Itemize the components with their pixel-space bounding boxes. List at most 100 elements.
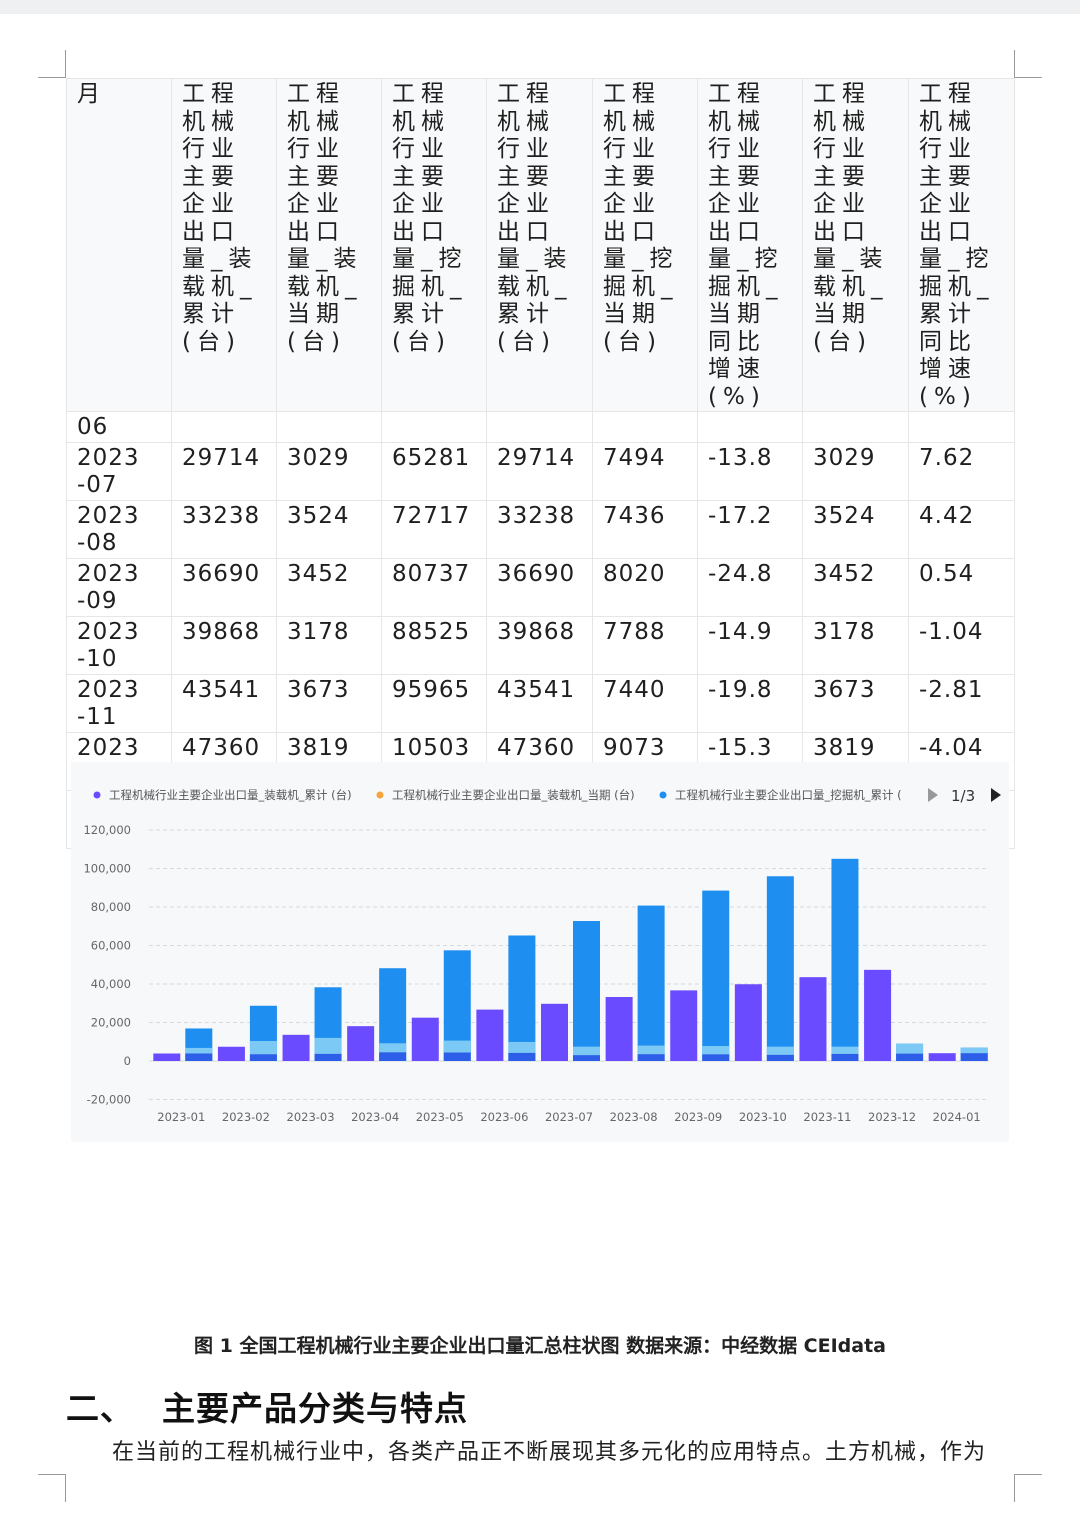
y-tick-label: 20,000 bbox=[91, 1016, 131, 1030]
bar-loader-cumulative bbox=[282, 1034, 310, 1061]
bar-current-segment bbox=[637, 1054, 665, 1061]
header-cell: 工程机械行业主要企业出口量_装载机_当期(台) bbox=[276, 78, 382, 412]
bar-loader-cumulative bbox=[217, 1046, 245, 1061]
chart-svg: 工程机械行业主要企业出口量_装载机_累计 (台) 工程机械行业主要企业出口量_装载… bbox=[83, 787, 1001, 1124]
bar-current-segment bbox=[573, 1055, 600, 1061]
table-cell: -24.8 bbox=[697, 557, 803, 617]
x-tick-label: 2023-08 bbox=[610, 1110, 658, 1124]
crop-mark bbox=[38, 1474, 66, 1475]
x-tick-label: 2023-03 bbox=[287, 1110, 335, 1124]
table-cell: 29714 bbox=[171, 441, 277, 501]
table-cell: 7788 bbox=[592, 615, 698, 675]
table-cell-date: 2023-10 bbox=[66, 615, 172, 675]
x-tick-label: 2023-11 bbox=[803, 1110, 851, 1124]
y-tick-label: 40,000 bbox=[91, 977, 131, 991]
chart-legend: 工程机械行业主要企业出口量_装载机_累计 (台) 工程机械行业主要企业出口量_装载… bbox=[93, 787, 1001, 805]
table-cell: -14.9 bbox=[697, 615, 803, 675]
header-cell: 工程机械行业主要企业出口量_挖掘机_累计同比增速(%) bbox=[908, 78, 1015, 412]
x-tick-label: 2023-04 bbox=[351, 1110, 399, 1124]
table-row: 2023-10 39868 3178 88525 39868 7788 -14.9 3178-… bbox=[66, 615, 1015, 675]
table-cell: 80737 bbox=[381, 557, 487, 617]
bar-current-segment bbox=[896, 1053, 924, 1061]
table-cell: 4.42 bbox=[908, 499, 1015, 559]
table-cell: -19.8 bbox=[697, 673, 803, 733]
table-cell: 95965 bbox=[381, 673, 487, 733]
section-number: 二、 bbox=[66, 1389, 134, 1428]
legend-marker bbox=[93, 791, 101, 799]
crop-mark bbox=[1014, 50, 1015, 78]
table-cell-date: 2023-08 bbox=[66, 499, 172, 559]
x-tick-label: 2023-10 bbox=[739, 1110, 787, 1124]
x-tick-label: 2023-07 bbox=[545, 1110, 593, 1124]
figure-caption: 图 1 全国工程机械行业主要企业出口量汇总柱状图 数据来源：中经数据 CEIda… bbox=[194, 1335, 886, 1357]
y-tick-label: -20,000 bbox=[87, 1093, 131, 1107]
legend-label: 工程机械行业主要企业出口量_挖掘机_累计 ( bbox=[675, 788, 902, 802]
table-cell bbox=[592, 411, 698, 443]
table-cell: -2.81 bbox=[908, 673, 1015, 733]
chart-x-axis: 2023-01 2023-02 2023-03 2023-04 2023-05 2023-… bbox=[157, 1110, 980, 1124]
table-cell-date: 2023-09 bbox=[66, 557, 172, 617]
y-tick-label: 100,000 bbox=[83, 862, 131, 876]
table-cell: 72717 bbox=[381, 499, 487, 559]
table-cell: 39868 bbox=[486, 615, 593, 675]
x-tick-label: 2024-01 bbox=[933, 1110, 981, 1124]
table-cell: 7494 bbox=[592, 441, 698, 501]
bar-current-segment bbox=[766, 1054, 794, 1061]
table-cell: 3178 bbox=[276, 615, 382, 675]
table-cell: 3029 bbox=[276, 441, 382, 501]
header-cell: 工程机械行业主要企业出口量_挖掘机_当期(台) bbox=[592, 78, 698, 412]
table-header-row: 月 工程机械行业主要企业出口量_装载机_累计(台) 工程机械行业主要企业出口量_… bbox=[66, 78, 1015, 412]
table-cell: 7436 bbox=[592, 499, 698, 559]
bar-loader-cumulative bbox=[153, 1053, 181, 1061]
bar-current-segment bbox=[443, 1052, 471, 1061]
table-row: 06 bbox=[66, 411, 1015, 443]
table-cell: 3452 bbox=[802, 557, 909, 617]
x-tick-label: 2023-02 bbox=[222, 1110, 270, 1124]
crop-mark bbox=[65, 1474, 66, 1502]
table-cell-date: 2023-11 bbox=[66, 673, 172, 733]
table-cell: 3673 bbox=[276, 673, 382, 733]
table-cell: 33238 bbox=[486, 499, 593, 559]
table-cell: 3524 bbox=[802, 499, 909, 559]
table-cell: 43541 bbox=[171, 673, 277, 733]
bar-excavator-cumulative bbox=[766, 876, 794, 1061]
table-cell: -17.2 bbox=[697, 499, 803, 559]
table-cell: 06 bbox=[66, 411, 172, 443]
bar-loader-cumulative bbox=[799, 977, 827, 1061]
table-cell bbox=[276, 411, 382, 443]
table-cell: 43541 bbox=[486, 673, 593, 733]
legend-marker bbox=[376, 791, 384, 799]
legend-label: 工程机械行业主要企业出口量_装载机_累计 (台) bbox=[109, 788, 352, 802]
table-row: 2023-07 29714 3029 65281 29714 7494 -13.8 3029 7… bbox=[66, 441, 1015, 501]
crop-mark bbox=[1014, 77, 1042, 78]
bar-current-segment bbox=[831, 1053, 859, 1061]
section-heading: 二、 主要产品分类与特点 bbox=[66, 1382, 468, 1430]
bar-excavator-cumulative bbox=[702, 890, 730, 1061]
bar-excavator-cumulative bbox=[831, 858, 859, 1061]
x-tick-label: 2023-01 bbox=[157, 1110, 205, 1124]
crop-mark bbox=[1014, 1474, 1015, 1502]
bar-loader-cumulative bbox=[928, 1053, 956, 1061]
top-toolbar-strip bbox=[0, 0, 1080, 14]
legend-label: 工程机械行业主要企业出口量_装载机_当期 (台) bbox=[392, 788, 635, 802]
table-row: 2023-09 36690 3452 80737 36690 8020 -24.8 3452 0… bbox=[66, 557, 1015, 617]
bar-current-segment bbox=[379, 1052, 407, 1061]
bar-current-segment bbox=[960, 1053, 988, 1061]
header-cell-month: 月 bbox=[66, 78, 172, 412]
x-tick-label: 2023-05 bbox=[416, 1110, 464, 1124]
chart-bars bbox=[153, 858, 988, 1061]
legend-prev-arrow bbox=[928, 788, 938, 802]
crop-mark bbox=[65, 50, 66, 78]
table-cell-date: 2023-07 bbox=[66, 441, 172, 501]
bar-excavator-cumulative bbox=[573, 921, 600, 1061]
table-cell bbox=[697, 411, 803, 443]
table-cell bbox=[486, 411, 593, 443]
y-tick-label: 80,000 bbox=[91, 900, 131, 914]
table-cell: 36690 bbox=[171, 557, 277, 617]
table-cell: 3178 bbox=[802, 615, 909, 675]
table-cell: 88525 bbox=[381, 615, 487, 675]
header-cell: 工程机械行业主要企业出口量_装载机_当期(台) bbox=[802, 78, 909, 412]
table-cell: 33238 bbox=[171, 499, 277, 559]
bar-current-segment bbox=[185, 1053, 213, 1061]
table-cell bbox=[908, 411, 1015, 443]
